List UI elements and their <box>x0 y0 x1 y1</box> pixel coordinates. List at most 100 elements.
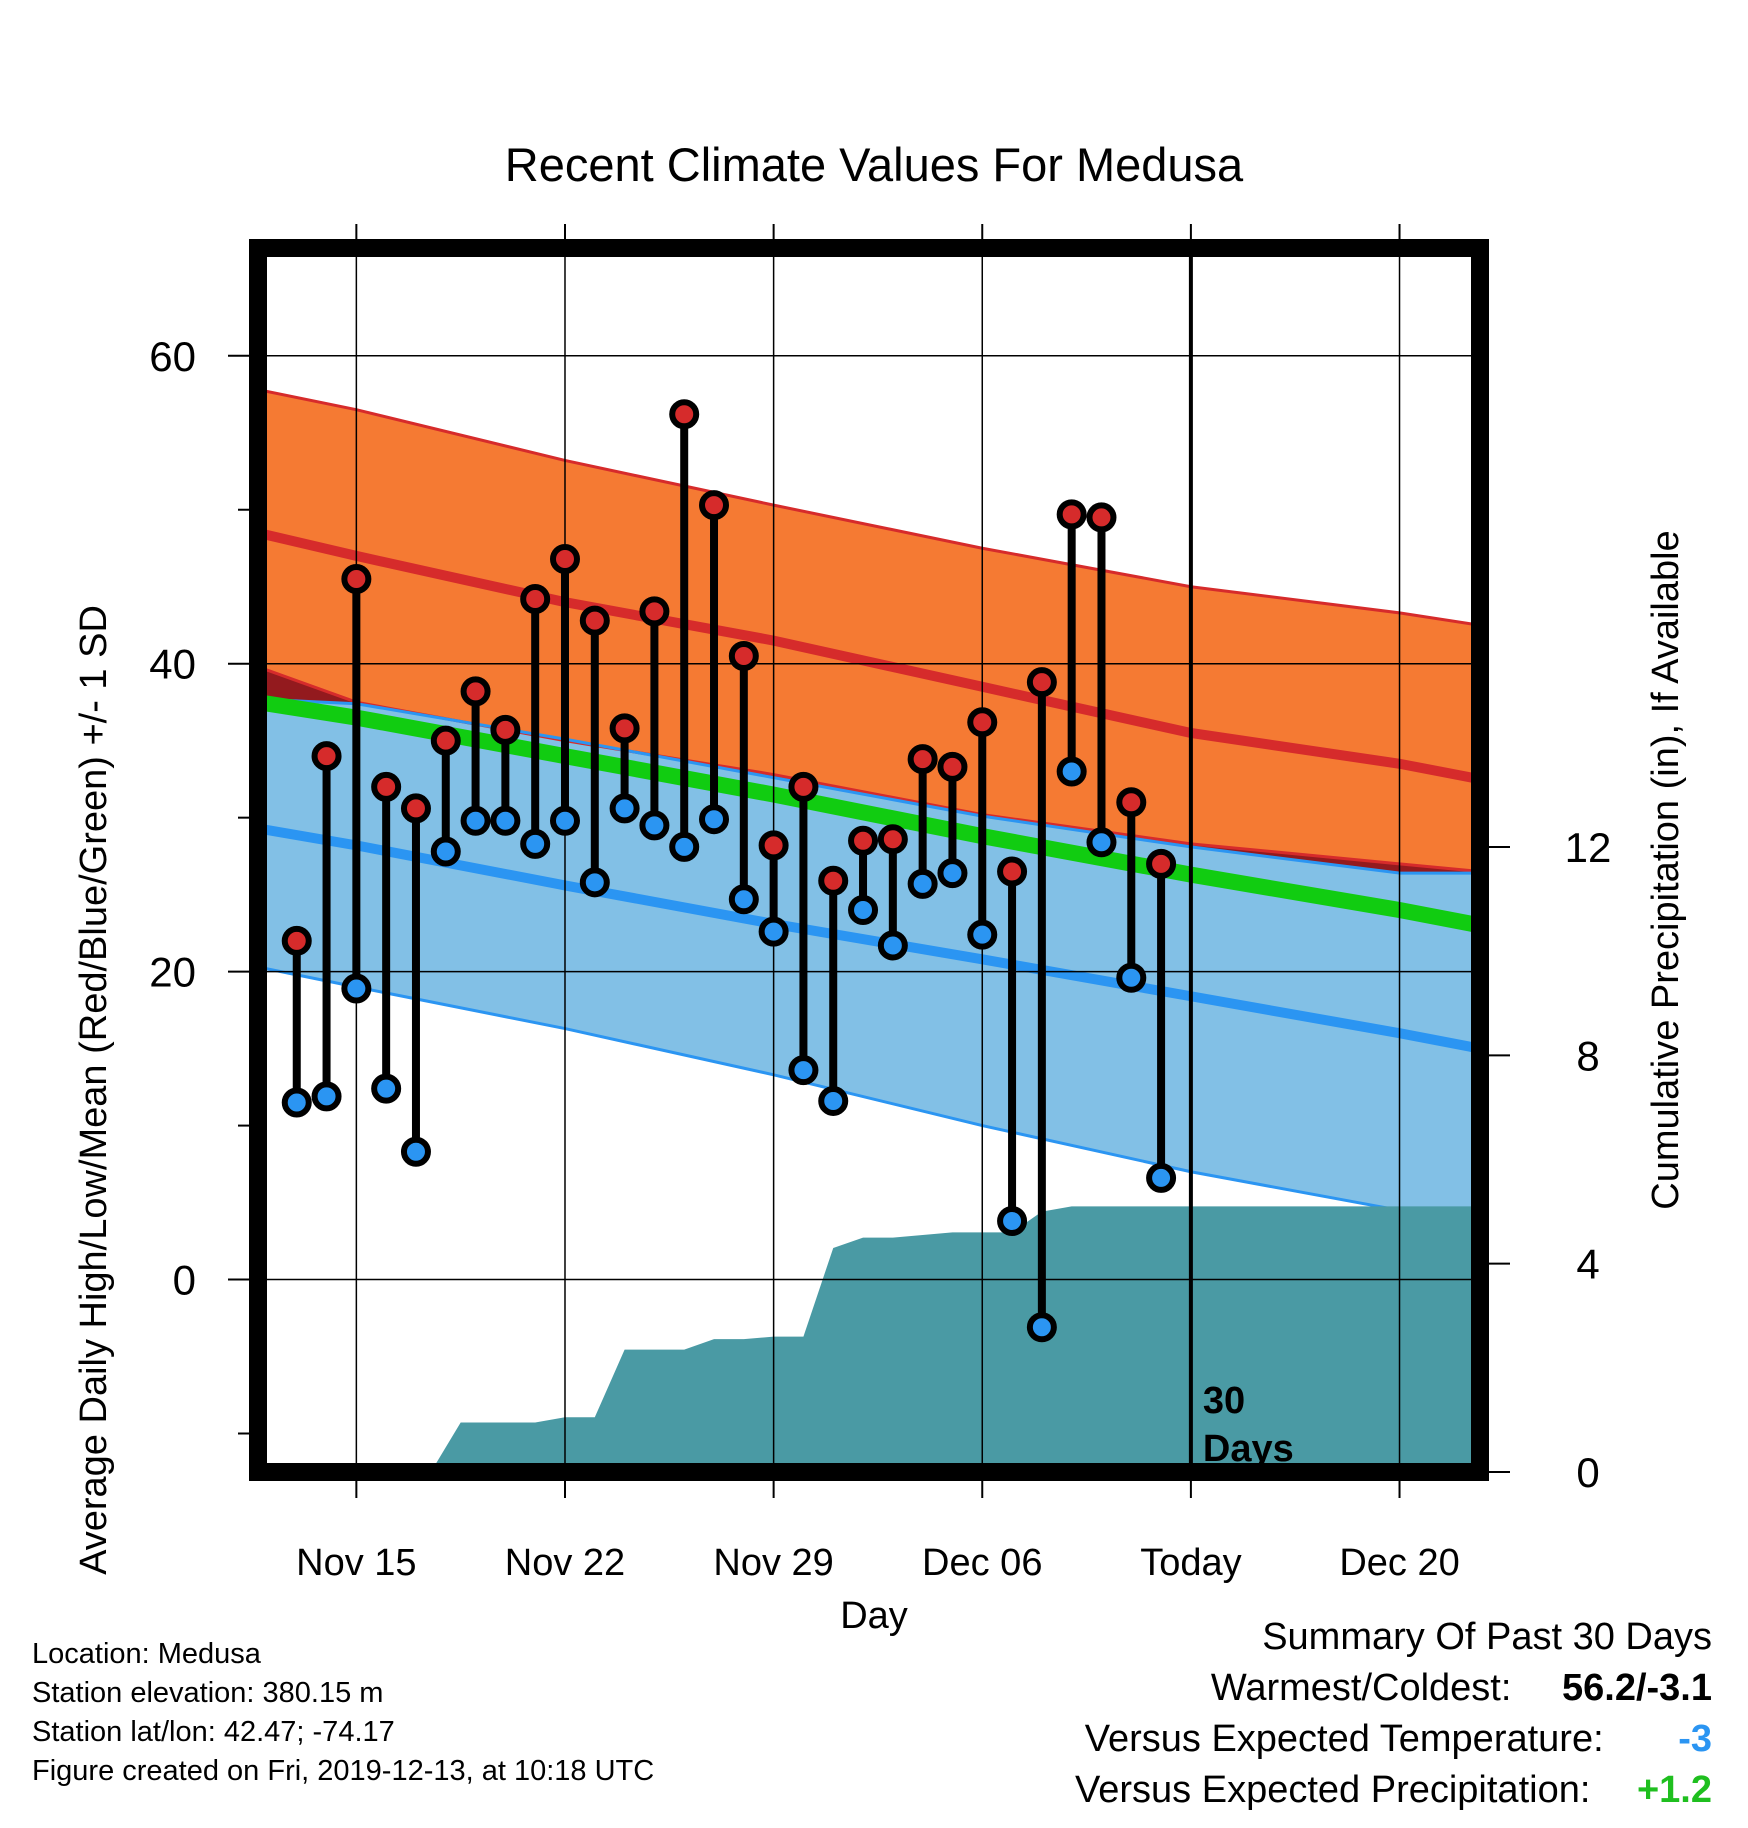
obs-low-point <box>788 1055 819 1086</box>
normal-high-upper-line <box>258 388 1480 627</box>
obs-low-point <box>311 1081 342 1112</box>
normal-mean-line <box>258 694 1480 934</box>
obs-high-point <box>281 925 312 956</box>
elevation-text: Station elevation: 380.15 m <box>32 1677 384 1709</box>
normal-high-band <box>258 389 1480 872</box>
location-text: Location: Medusa <box>32 1638 261 1670</box>
obs-high-point <box>371 771 402 802</box>
warmest-coldest-value: 56.2/-3.1 <box>1562 1667 1712 1709</box>
x-tick-label: Nov 22 <box>505 1542 625 1584</box>
x-axis-label: Day <box>840 1595 908 1637</box>
temp-vs-expected-row: Versus Expected Temperature: -3 <box>1075 1714 1712 1765</box>
obs-low-point <box>1146 1162 1177 1193</box>
obs-low-point <box>669 831 700 862</box>
x-tick-label: Dec 06 <box>922 1542 1042 1584</box>
obs-high-point <box>400 793 431 824</box>
obs-high-point <box>579 605 610 636</box>
plot-frame <box>249 239 1489 1481</box>
precip-vs-expected-label: Versus Expected Precipitation: <box>1075 1769 1591 1811</box>
y-tick-label: 40 <box>149 641 196 688</box>
temp-vs-expected-label: Versus Expected Temperature: <box>1084 1718 1604 1760</box>
obs-low-point <box>639 810 670 841</box>
obs-high-point <box>818 865 849 896</box>
precip-vs-expected-value: +1.2 <box>1636 1769 1712 1811</box>
obs-high-point <box>609 713 640 744</box>
obs-high-point <box>460 676 491 707</box>
obs-low-point <box>967 919 998 950</box>
y2-axis-label: Cumulative Precipitation (in), If Availa… <box>1645 530 1687 1209</box>
obs-low-point <box>1086 827 1117 858</box>
obs-high-point <box>728 641 759 671</box>
obs-low-point <box>1026 1312 1057 1343</box>
obs-low-point <box>848 895 879 926</box>
obs-low-point <box>430 836 461 867</box>
obs-low-point <box>937 858 968 889</box>
y2-tick-label: 12 <box>1565 824 1612 871</box>
obs-low-point <box>281 1087 312 1118</box>
x-tick-label: Dec 20 <box>1339 1542 1459 1584</box>
obs-high-point <box>341 564 372 595</box>
y2-tick-label: 0 <box>1576 1449 1599 1496</box>
normal-low-upper-line <box>258 697 1480 875</box>
obs-low-point <box>579 867 610 898</box>
station-info: Location: Medusa Station elevation: 380.… <box>32 1635 654 1791</box>
obs-high-point <box>937 751 968 782</box>
obs-high-point <box>1086 502 1117 533</box>
obs-low-point <box>520 828 551 859</box>
precip-area <box>430 1206 1480 1472</box>
obs-high-point <box>967 707 998 738</box>
obs-low-point <box>490 805 521 836</box>
obs-low-point <box>699 804 730 835</box>
y-tick-label: 60 <box>149 333 196 380</box>
obs-high-point <box>758 830 789 861</box>
y2-tick-label: 4 <box>1576 1241 1599 1288</box>
obs-high-point <box>1146 848 1177 879</box>
obs-high-point <box>549 544 580 575</box>
obs-low-point <box>907 868 938 899</box>
obs-low-point <box>728 884 759 915</box>
obs-low-point <box>609 793 640 824</box>
obs-low-point <box>997 1206 1028 1237</box>
y2-tick-label: 8 <box>1576 1032 1599 1079</box>
y-tick-label: 0 <box>173 1257 196 1304</box>
obs-high-point <box>699 490 730 521</box>
obs-high-point <box>848 825 879 856</box>
obs-high-point <box>490 714 521 745</box>
obs-high-point <box>1116 787 1147 818</box>
summary-panel: Summary Of Past 30 Days Warmest/Coldest:… <box>1075 1612 1712 1816</box>
obs-high-point <box>520 584 551 615</box>
precip-vs-expected-row: Versus Expected Precipitation: +1.2 <box>1075 1765 1712 1816</box>
y-axis-label: Average Daily High/Low/Mean (Red/Blue/Gr… <box>73 605 115 1575</box>
obs-low-point <box>1116 962 1147 993</box>
latlon-text: Station lat/lon: 42.47; -74.17 <box>32 1716 395 1748</box>
obs-high-point <box>997 856 1028 887</box>
obs-low-point <box>758 916 789 947</box>
obs-high-point <box>1056 499 1087 530</box>
obs-high-point <box>430 725 461 756</box>
summary-title: Summary Of Past 30 Days <box>1262 1616 1712 1658</box>
obs-low-point <box>1056 756 1087 787</box>
today-annotation-line1: 30 <box>1203 1380 1245 1422</box>
x-tick-label: Nov 15 <box>296 1542 416 1584</box>
obs-high-point <box>877 824 908 855</box>
obs-low-point <box>371 1073 402 1104</box>
x-tick-label: Today <box>1140 1542 1241 1584</box>
obs-high-point <box>669 399 700 430</box>
created-text: Figure created on Fri, 2019-12-13, at 10… <box>32 1755 655 1787</box>
obs-high-point <box>788 771 819 802</box>
obs-high-point <box>311 741 342 772</box>
normal-low-lower-line <box>258 965 1480 1232</box>
obs-low-point <box>877 930 908 961</box>
y-tick-label: 20 <box>149 949 196 996</box>
obs-low-point <box>400 1136 431 1167</box>
warmest-coldest-label: Warmest/Coldest: <box>1210 1667 1512 1709</box>
obs-low-point <box>460 805 491 836</box>
chart-title: Recent Climate Values For Medusa <box>505 138 1244 191</box>
obs-low-point <box>341 973 372 1004</box>
obs-high-point <box>639 596 670 627</box>
x-tick-label: Nov 29 <box>713 1542 833 1584</box>
temp-vs-expected-value: -3 <box>1678 1718 1712 1760</box>
obs-high-point <box>1026 667 1057 698</box>
